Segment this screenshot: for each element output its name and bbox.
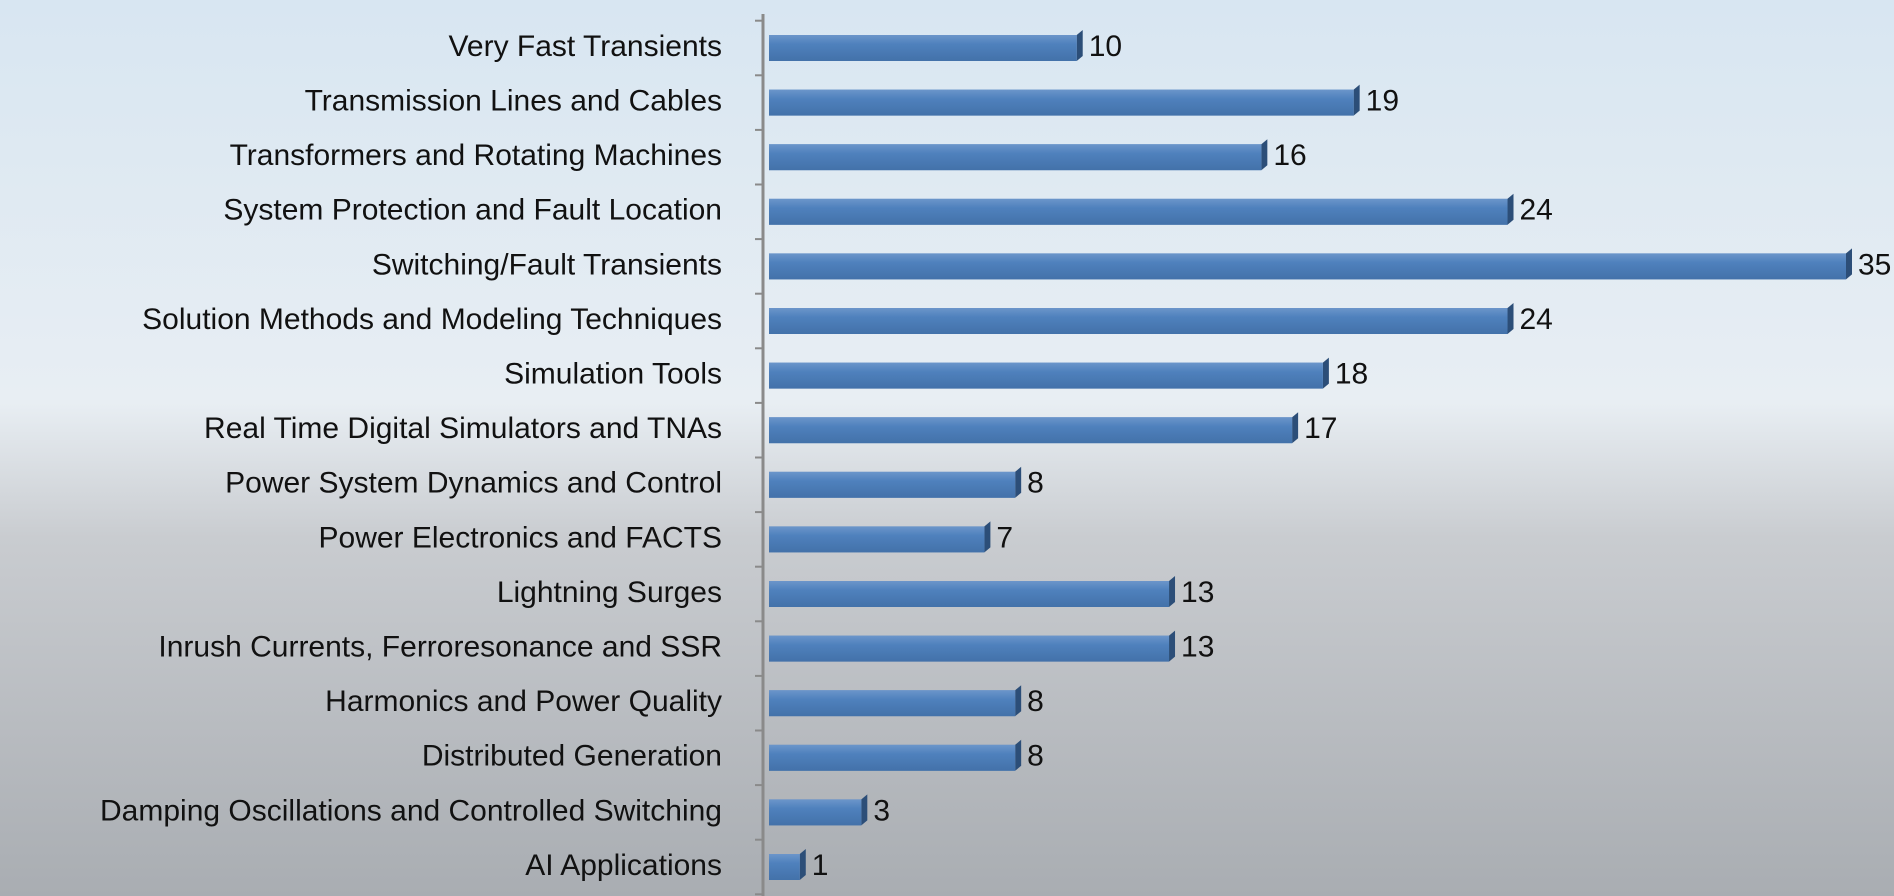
bar-side bbox=[1015, 685, 1021, 716]
data-label: 18 bbox=[1335, 358, 1368, 391]
y-tick-label: Simulation Tools bbox=[504, 358, 722, 391]
bar-shade bbox=[769, 745, 1015, 771]
y-tick-label: Transformers and Rotating Machines bbox=[230, 139, 722, 172]
y-tick-label: Lightning Surges bbox=[497, 576, 722, 609]
bar-shade bbox=[769, 526, 984, 552]
bar-side bbox=[1015, 740, 1021, 771]
bar-shade bbox=[769, 35, 1077, 61]
bar-shade bbox=[769, 363, 1323, 389]
bar-side bbox=[1508, 194, 1514, 225]
data-label: 13 bbox=[1181, 576, 1214, 609]
bar-shade bbox=[769, 417, 1292, 443]
data-label: 16 bbox=[1273, 139, 1306, 172]
data-label: 19 bbox=[1366, 85, 1399, 118]
data-label: 7 bbox=[996, 521, 1013, 554]
y-tick-label: Solution Methods and Modeling Techniques bbox=[142, 303, 722, 336]
data-label: 13 bbox=[1181, 631, 1214, 664]
data-label: 8 bbox=[1027, 685, 1044, 718]
y-tick-label: Real Time Digital Simulators and TNAs bbox=[204, 412, 722, 445]
bar-side bbox=[1169, 631, 1175, 662]
y-tick-label: System Protection and Fault Location bbox=[223, 194, 722, 227]
y-tick-label: Very Fast Transients bbox=[449, 30, 722, 63]
bar-side bbox=[861, 794, 867, 825]
bar-side bbox=[1846, 248, 1852, 279]
data-label: 35 bbox=[1858, 248, 1891, 281]
bar-shade bbox=[769, 472, 1015, 498]
bar-side bbox=[1354, 85, 1360, 116]
y-tick-label: Transmission Lines and Cables bbox=[305, 85, 722, 118]
bar-shade bbox=[769, 636, 1169, 662]
bar-side bbox=[1015, 467, 1021, 498]
y-tick-label: Switching/Fault Transients bbox=[372, 248, 722, 281]
data-label: 17 bbox=[1304, 412, 1337, 445]
bar-shade bbox=[769, 854, 800, 880]
bar-shade bbox=[769, 308, 1508, 334]
data-label: 10 bbox=[1089, 30, 1122, 63]
data-label: 24 bbox=[1520, 194, 1553, 227]
bar-shade bbox=[769, 581, 1169, 607]
page: Very Fast Transients 10 Transmission Lines… bbox=[0, 0, 1894, 896]
bar-shade bbox=[769, 799, 861, 825]
data-label: 1 bbox=[812, 849, 829, 882]
bar-side bbox=[1323, 358, 1329, 389]
data-label: 24 bbox=[1520, 303, 1553, 336]
data-label: 3 bbox=[873, 794, 890, 827]
y-tick-label: Inrush Currents, Ferroresonance and SSR bbox=[158, 631, 722, 664]
bar-shade bbox=[769, 690, 1015, 716]
bar-side bbox=[1077, 30, 1083, 61]
bar-side bbox=[800, 849, 806, 880]
y-tick-label: Harmonics and Power Quality bbox=[325, 685, 722, 718]
y-tick-label: Power Electronics and FACTS bbox=[319, 521, 723, 554]
chart: Very Fast Transients 10 Transmission Lines… bbox=[0, 0, 1894, 896]
bar-side bbox=[1508, 303, 1514, 334]
bar-shade bbox=[769, 144, 1261, 170]
data-label: 8 bbox=[1027, 467, 1044, 500]
y-tick-label: AI Applications bbox=[525, 849, 722, 882]
y-tick-label: Damping Oscillations and Controlled Swit… bbox=[100, 794, 722, 827]
bar-shade bbox=[769, 199, 1508, 225]
bar-side bbox=[984, 521, 990, 552]
bar-side bbox=[1261, 139, 1267, 170]
bar-side bbox=[1292, 412, 1298, 443]
y-tick-label: Distributed Generation bbox=[422, 740, 722, 773]
y-tick-label: Power System Dynamics and Control bbox=[225, 467, 722, 500]
bar-side bbox=[1169, 576, 1175, 607]
bar-shade bbox=[769, 253, 1846, 279]
bar-shade bbox=[769, 90, 1354, 116]
data-label: 8 bbox=[1027, 740, 1044, 773]
